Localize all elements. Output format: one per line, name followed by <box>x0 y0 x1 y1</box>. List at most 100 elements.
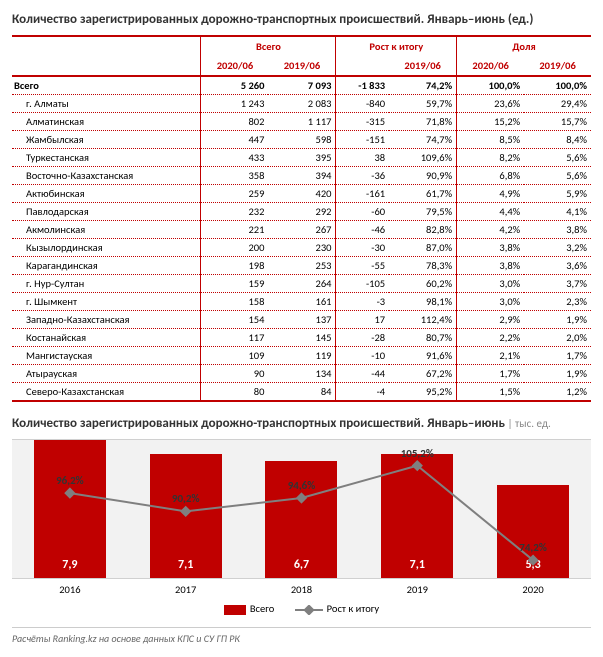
table-row: Атырауская90134-4467,2%1,7%1,9% <box>12 365 591 383</box>
cell: 71,8% <box>389 113 457 131</box>
x-tick: 2017 <box>150 583 222 596</box>
cell: 6,8% <box>457 167 525 185</box>
cell: 134 <box>268 365 336 383</box>
cell: 2 083 <box>268 95 336 113</box>
cell: 1,2% <box>524 383 591 402</box>
cell: 67,2% <box>389 365 457 383</box>
cell: 80 <box>201 383 269 402</box>
table-row: г. Алматы1 2432 083-84059,7%23,6%29,4% <box>12 95 591 113</box>
cell: 8,5% <box>457 131 525 149</box>
cell: 117 <box>201 329 269 347</box>
cell: 3,6% <box>524 257 591 275</box>
cell: 1 243 <box>201 95 269 113</box>
table-row: г. Нур-Султан159264-10560,2%3,0%3,7% <box>12 275 591 293</box>
cell: -36 <box>336 167 389 185</box>
cell: 23,6% <box>457 95 525 113</box>
cell: 3,0% <box>457 293 525 311</box>
cell: -55 <box>336 257 389 275</box>
chart-title-main: Количество зарегистрированных дорожно-тр… <box>12 416 505 431</box>
bar: 7,1 <box>381 454 453 578</box>
table-row: Западно-Казахстанская15413717112,4%2,9%1… <box>12 311 591 329</box>
table-row: Павлодарская232292-6079,5%4,4%4,1% <box>12 203 591 221</box>
cell: 29,4% <box>524 95 591 113</box>
plot-area: 7,9 7,1 6,7 7,1 5,3 <box>12 439 591 579</box>
cell: 264 <box>268 275 336 293</box>
th-group-growth: Рост к итогу <box>336 36 457 56</box>
th-sub: 2020/06 <box>457 56 525 76</box>
cell: 4,1% <box>524 203 591 221</box>
cell: 394 <box>268 167 336 185</box>
legend-swatch-bars <box>224 605 246 615</box>
cell: 79,5% <box>389 203 457 221</box>
cell: 1,7% <box>457 365 525 383</box>
bar: 7,9 <box>34 440 106 578</box>
cell: 2,2% <box>457 329 525 347</box>
legend-line-label: Рост к итогу <box>327 602 379 615</box>
cell: 4,9% <box>457 185 525 203</box>
cell: 358 <box>201 167 269 185</box>
cell: 259 <box>201 185 269 203</box>
cell: Алматинская <box>12 113 201 131</box>
bar-label: 5,3 <box>525 558 540 578</box>
bar-label: 7,1 <box>178 558 193 578</box>
chart: 7,97,16,77,15,3 20162017201820192020 Все… <box>12 439 591 615</box>
cell: 95,2% <box>389 383 457 402</box>
table-row: Карагандинская198253-5578,3%3,8%3,6% <box>12 257 591 275</box>
chart-title-sub: | тыс. ед. <box>505 417 551 430</box>
cell: 74,2% <box>389 76 457 95</box>
cell: -840 <box>336 95 389 113</box>
cell: 91,6% <box>389 347 457 365</box>
table-row: Жамбылская447598-15174,7%8,5%8,4% <box>12 131 591 149</box>
line-label: 94,6% <box>288 479 316 492</box>
cell: 395 <box>268 149 336 167</box>
cell: 598 <box>268 131 336 149</box>
cell: 7 093 <box>268 76 336 95</box>
cell: 232 <box>201 203 269 221</box>
th-sub: 2019/06 <box>389 56 457 76</box>
cell: 4,2% <box>457 221 525 239</box>
cell: 2,9% <box>457 311 525 329</box>
cell: Восточно-Казахстанская <box>12 167 201 185</box>
data-table: Всего Рост к итогу Доля 2020/06 2019/06 … <box>12 35 591 402</box>
cell: 3,7% <box>524 275 591 293</box>
cell: 78,3% <box>389 257 457 275</box>
cell: 17 <box>336 311 389 329</box>
cell: 82,8% <box>389 221 457 239</box>
cell: г. Шымкент <box>12 293 201 311</box>
cell: 230 <box>268 239 336 257</box>
cell: г. Нур-Султан <box>12 275 201 293</box>
cell: -30 <box>336 239 389 257</box>
x-tick: 2018 <box>265 583 337 596</box>
th-sub: 2019/06 <box>268 56 336 76</box>
line-label: 90,2% <box>172 492 200 505</box>
cell: Павлодарская <box>12 203 201 221</box>
cell: 109,6% <box>389 149 457 167</box>
cell: 61,7% <box>389 185 457 203</box>
cell: 292 <box>268 203 336 221</box>
cell: 59,7% <box>389 95 457 113</box>
cell: 100,0% <box>524 76 591 95</box>
th-empty <box>12 36 201 76</box>
th-sub: 2020/06 <box>201 56 269 76</box>
cell: 109 <box>201 347 269 365</box>
cell: Кызылординская <box>12 239 201 257</box>
cell: 15,2% <box>457 113 525 131</box>
cell: 8,4% <box>524 131 591 149</box>
cell: 112,4% <box>389 311 457 329</box>
cell: 221 <box>201 221 269 239</box>
th-sub <box>336 56 389 76</box>
x-tick: 2016 <box>34 583 106 596</box>
cell: 1,9% <box>524 311 591 329</box>
cell: Атырауская <box>12 365 201 383</box>
cell: 154 <box>201 311 269 329</box>
cell: 4,4% <box>457 203 525 221</box>
table-row: Мангистауская109119-1091,6%2,1%1,7% <box>12 347 591 365</box>
cell: 200 <box>201 239 269 257</box>
x-tick: 2020 <box>497 583 569 596</box>
cell: 15,7% <box>524 113 591 131</box>
bar-label: 6,7 <box>294 558 309 578</box>
table-row: Кызылординская200230-3087,0%3,8%3,2% <box>12 239 591 257</box>
cell: 3,0% <box>457 275 525 293</box>
cell: 119 <box>268 347 336 365</box>
cell: -4 <box>336 383 389 402</box>
